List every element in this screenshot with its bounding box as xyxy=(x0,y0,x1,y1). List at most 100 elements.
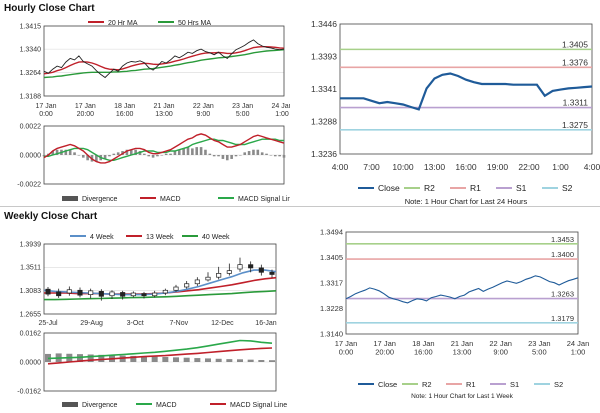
hourly-levels-note: Note: 1 Hour Chart for Last 24 Hours xyxy=(405,197,528,206)
hourly-macd-divergence-bar xyxy=(191,148,194,155)
hourly-macd-y-tick-label: -0.0022 xyxy=(17,181,41,188)
weekly-levels-x-tick-label: 16:00 xyxy=(414,348,433,357)
weekly-levels-y-tick-label: 1.3405 xyxy=(320,253,343,262)
hourly-macd-divergence-bar xyxy=(212,155,216,157)
weekly-price-y-tick-label: 1.3083 xyxy=(20,288,42,295)
weekly-levels-x-tick-label: 17 Jan xyxy=(335,339,358,348)
weekly-macd-divergence-bar xyxy=(162,356,169,362)
weekly-macd-legend-label: Divergence xyxy=(82,402,118,409)
hourly-macd-line xyxy=(43,133,285,164)
weekly-macd-divergence-bar xyxy=(215,358,222,362)
weekly-levels-note: Note: 1 Hour Chart for Last 1 Week xyxy=(411,393,514,400)
hourly-price-x-tick-label: 24 Jan xyxy=(271,103,290,110)
hourly-macd-divergence-bar xyxy=(199,147,203,155)
hourly-price-x-tick-label: 17 Jan xyxy=(75,103,96,110)
hourly-levels-legend-label: Close xyxy=(378,183,400,193)
weekly-price-candle-body xyxy=(56,291,62,297)
weekly-macd-y-tick-label: -0.0162 xyxy=(17,388,41,395)
weekly-levels-x-tick-label: 13:00 xyxy=(453,348,472,357)
weekly-price-candle-body xyxy=(162,289,168,294)
weekly-price-candle-body xyxy=(184,283,190,288)
hourly-macd-divergence-bar xyxy=(217,155,220,157)
hourly-macd-divergence-bar xyxy=(230,155,233,159)
hourly-price-y-tick-label: 1.3264 xyxy=(20,70,42,77)
hourly-macd-divergence-bar xyxy=(265,153,268,155)
weekly-macd-divergence-bar xyxy=(269,360,275,362)
weekly-price-40week-line xyxy=(44,290,277,301)
hourly-macd-divergence-bar xyxy=(186,147,190,155)
hourly-macd-legend-label: MACD Signal Line xyxy=(238,196,290,203)
weekly-levels-x-tick-label: 21 Jan xyxy=(451,339,474,348)
hourly-macd-divergence-bar xyxy=(225,155,229,161)
weekly-macd-divergence-bar xyxy=(258,360,265,362)
weekly-price-candle-body xyxy=(45,288,51,295)
hourly-levels-y-tick-label: 1.3393 xyxy=(311,52,337,62)
weekly-macd-divergence-bar xyxy=(237,359,243,362)
hourly-levels-x-tick-label: 4:00 xyxy=(584,162,600,172)
weekly-levels-x-tick-label: 1:00 xyxy=(571,348,586,357)
hourly-macd-divergence-bar xyxy=(243,152,247,155)
hourly-levels-x-tick-label: 7:00 xyxy=(363,162,380,172)
hourly-levels-chart: 1.3446 1.3393 1.3341 1.3288 1.3236 1.3405 1.33… xyxy=(311,19,600,206)
hourly-macd-divergence-bar xyxy=(177,149,181,155)
weekly-price-legend-label: 40 Week xyxy=(202,234,230,241)
weekly-price-x-tick-label: 7-Nov xyxy=(169,320,188,327)
hourly-price-plot-frame xyxy=(43,25,285,97)
weekly-macd-y-tick-label: 0.0000 xyxy=(20,359,42,366)
hourly-levels-legend-label: R1 xyxy=(470,183,481,193)
hourly-macd-divergence-bar xyxy=(256,149,260,155)
hourly-macd-divergence-bar xyxy=(108,155,111,157)
weekly-price-candle-body xyxy=(248,264,254,269)
weekly-price-candle-body xyxy=(216,273,222,278)
hourly-macd-divergence-bar xyxy=(125,149,129,155)
hourly-levels-level-s2-label: 1.3275 xyxy=(562,120,588,130)
hourly-price-x-tick-label: 21 Jan xyxy=(153,103,174,110)
weekly-price-candle-body xyxy=(141,293,147,297)
weekly-macd-legend-label: MACD Signal Line xyxy=(230,402,287,409)
hourly-macd-divergence-bar xyxy=(64,149,68,155)
weekly-levels-y-tick-label: 1.3140 xyxy=(320,330,343,339)
hourly-levels-level-s1-label: 1.3311 xyxy=(563,98,589,108)
hourly-price-x-tick-label: 17 Jan xyxy=(35,103,56,110)
hourly-macd-chart: 0.0022 0.0000 -0.0022 Divergence MACD MACD Si… xyxy=(17,123,290,203)
weekly-levels-legend-label: S2 xyxy=(554,380,563,389)
weekly-levels-x-tick-label: 22 Jan xyxy=(489,339,512,348)
hourly-macd-divergence-bar xyxy=(55,149,59,155)
weekly-price-candle-body xyxy=(258,267,264,273)
hourly-levels-legend-label: R2 xyxy=(424,183,435,193)
weekly-section-title: Weekly Close Chart xyxy=(4,211,98,222)
hourly-macd-divergence-bar xyxy=(273,155,277,157)
weekly-levels-y-tick-label: 1.3228 xyxy=(320,304,343,313)
weekly-levels-legend-label: R1 xyxy=(466,380,476,389)
weekly-levels-x-tick-label: 23 Jan xyxy=(528,339,551,348)
weekly-price-x-tick-label: 16-Jan xyxy=(255,320,277,327)
weekly-macd-signal-line xyxy=(47,347,273,365)
hourly-macd-divergence-bar xyxy=(95,155,98,162)
weekly-macd-line xyxy=(47,339,273,360)
hourly-price-x-tick-label: 16:00 xyxy=(116,111,134,118)
hourly-macd-divergence-bar xyxy=(143,153,146,155)
weekly-levels-x-tick-label: 20:00 xyxy=(375,348,394,357)
weekly-price-candle-body xyxy=(173,286,179,291)
hourly-price-ma50-line xyxy=(43,49,285,79)
weekly-macd-y-tick-label: 0.0162 xyxy=(20,330,42,337)
hourly-macd-divergence-bar xyxy=(221,155,225,159)
hourly-levels-y-tick-label: 1.3341 xyxy=(311,84,337,94)
weekly-levels-plot-frame xyxy=(345,231,579,335)
hourly-macd-divergence-bar xyxy=(51,151,55,155)
hourly-levels-plot-frame xyxy=(339,23,593,155)
hourly-macd-divergence-bar xyxy=(234,155,238,157)
hourly-price-x-tick-label: 5:00 xyxy=(236,111,250,118)
hourly-price-y-tick-label: 1.3415 xyxy=(20,23,42,30)
hourly-price-x-tick-label: 23 Jan xyxy=(232,103,253,110)
weekly-price-legend-label: 13 Week xyxy=(146,234,174,241)
hourly-macd-divergence-bar xyxy=(182,148,185,155)
hourly-price-x-tick-label: 1:00 xyxy=(275,111,289,118)
hourly-macd-divergence-bar xyxy=(260,152,264,155)
weekly-macd-divergence-bar xyxy=(247,359,254,362)
weekly-macd-legend-swatch xyxy=(62,402,78,407)
hourly-macd-divergence-bar xyxy=(195,147,199,155)
hourly-levels-close-line xyxy=(340,72,593,111)
weekly-macd-divergence-bar xyxy=(194,358,201,362)
weekly-levels-close-line xyxy=(345,275,579,304)
